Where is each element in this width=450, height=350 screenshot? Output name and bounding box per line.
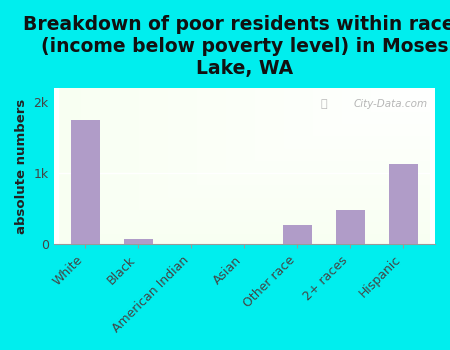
Bar: [124, 239, 153, 245]
Bar: [177, 244, 206, 245]
Bar: [71, 120, 100, 245]
Bar: [389, 164, 418, 245]
Title: Breakdown of poor residents within races
(income below poverty level) in Moses
L: Breakdown of poor residents within races…: [23, 15, 450, 78]
Bar: [336, 210, 365, 245]
Y-axis label: absolute numbers: absolute numbers: [15, 99, 28, 234]
Bar: [283, 225, 312, 245]
Bar: [230, 244, 259, 245]
Text: City-Data.com: City-Data.com: [353, 99, 428, 109]
Text: ⓘ: ⓘ: [320, 99, 327, 109]
